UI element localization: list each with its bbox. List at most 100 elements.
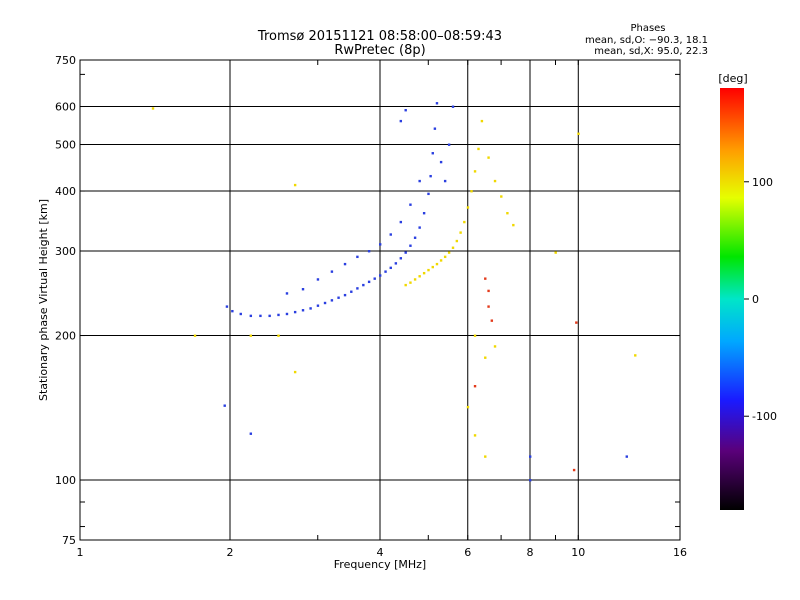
- data-point-x: [493, 179, 497, 183]
- phase-colorbar: [deg]: [718, 72, 748, 510]
- data-point-o: [379, 274, 382, 277]
- data-point-x: [427, 268, 430, 272]
- data-point-o: [367, 280, 371, 284]
- data-point-x: [466, 405, 470, 409]
- data-point-o: [399, 220, 403, 224]
- y-tick-label: 100: [55, 474, 76, 487]
- chart-title: Tromsø 20151121 08:58:00–08:59:43: [257, 29, 502, 44]
- data-point-x: [443, 255, 447, 259]
- x-tick-label: 10: [571, 546, 585, 559]
- data-point-o: [404, 251, 407, 254]
- data-point-x: [500, 195, 503, 198]
- x-tick-label: 1: [77, 546, 84, 559]
- x-tick-label: 16: [673, 546, 687, 559]
- y-tick-label: 500: [55, 139, 76, 152]
- data-point-o: [439, 160, 443, 164]
- data-point-o: [389, 233, 392, 236]
- x-tick-label: 8: [527, 546, 534, 559]
- data-point-x: [506, 212, 509, 215]
- colorbar-label: [deg]: [718, 72, 747, 85]
- data-point-o: [285, 292, 289, 295]
- y-axis-label: Stationary phase Virtual Height [km]: [37, 199, 50, 401]
- data-point-x: [293, 370, 297, 374]
- data-point-x: [484, 356, 487, 359]
- data-point-x: [418, 275, 421, 278]
- data-point-x: [470, 190, 473, 193]
- data-point-o: [443, 179, 447, 183]
- data-point-o: [399, 119, 403, 123]
- data-point-x: [409, 281, 412, 284]
- colorbar-gradient: [720, 88, 744, 510]
- data-point-o: [239, 312, 242, 316]
- data-point-o: [249, 314, 253, 318]
- axis-ticks: [79, 60, 680, 540]
- data-point-x: [455, 239, 459, 243]
- chart-subtitle: RwPretec (8p): [334, 43, 425, 58]
- y-tick-label: 200: [55, 330, 76, 343]
- colorbar-tick-label: 100: [752, 176, 773, 189]
- data-point-x: [493, 345, 497, 348]
- colorbar-tick-label: 0: [752, 293, 759, 306]
- data-point-o: [293, 310, 297, 314]
- data-point-o: [399, 257, 403, 260]
- grid: [80, 60, 680, 540]
- data-point-x: [451, 246, 455, 249]
- data-point-x: [439, 259, 443, 262]
- data-point-o: [362, 283, 365, 287]
- data-point-x: [512, 223, 515, 227]
- data-point-o: [330, 270, 334, 273]
- data-point-o: [356, 287, 359, 290]
- data-point-o: [422, 212, 426, 215]
- data-point-noise: [484, 277, 487, 280]
- data-point-o: [435, 102, 439, 105]
- data-point-o: [350, 290, 353, 293]
- data-point-o: [330, 299, 334, 302]
- data-point-o: [389, 266, 392, 270]
- x-tick-label: 6: [464, 546, 471, 559]
- data-point-x: [554, 251, 557, 254]
- data-point-o: [431, 152, 434, 155]
- y-tick-label: 300: [55, 245, 76, 258]
- data-point-o: [343, 262, 347, 266]
- data-point-o: [301, 288, 305, 291]
- data-point-noise: [575, 321, 578, 324]
- data-point-o: [409, 244, 412, 247]
- data-point-o: [379, 243, 382, 246]
- colorbar-tick-label: -100: [752, 410, 777, 423]
- data-point-o: [316, 278, 320, 281]
- data-point-o: [447, 143, 451, 146]
- phases-o-stats: mean, sd,O: −90.3, 18.1: [585, 35, 708, 46]
- data-point-o: [367, 250, 371, 253]
- data-point-o: [225, 305, 229, 308]
- data-point-x: [487, 156, 490, 159]
- data-point-o: [259, 314, 262, 318]
- data-point-x: [473, 434, 477, 437]
- y-tick-label: 400: [55, 185, 76, 198]
- data-point-o: [337, 296, 340, 299]
- phases-x-stats: mean, sd,X: 95.0, 22.3: [594, 46, 708, 57]
- data-point-x: [473, 334, 477, 337]
- data-point-x: [193, 334, 197, 337]
- data-point-o: [404, 109, 407, 112]
- data-point-o: [309, 307, 312, 310]
- data-point-noise: [487, 305, 490, 308]
- data-point-o: [529, 455, 532, 458]
- data-point-o: [384, 270, 387, 273]
- data-point-o: [356, 255, 359, 259]
- data-point-o: [373, 277, 376, 280]
- data-point-noise: [487, 289, 490, 293]
- data-point-x: [431, 265, 434, 269]
- tick-labels: 1 2 4 6 8 10 16 75 100 200 300 400 500 600 750: [55, 54, 687, 559]
- data-point-o: [268, 314, 271, 318]
- data-point-o: [343, 293, 347, 297]
- y-tick-label: 75: [62, 534, 76, 547]
- data-point-o: [316, 304, 320, 307]
- data-point-x: [577, 132, 580, 135]
- data-point-o: [277, 313, 280, 317]
- x-tick-label: 2: [227, 546, 234, 559]
- data-point-o: [413, 236, 417, 239]
- data-point-o: [231, 309, 234, 313]
- data-point-x: [435, 262, 439, 266]
- data-point-x: [151, 107, 155, 110]
